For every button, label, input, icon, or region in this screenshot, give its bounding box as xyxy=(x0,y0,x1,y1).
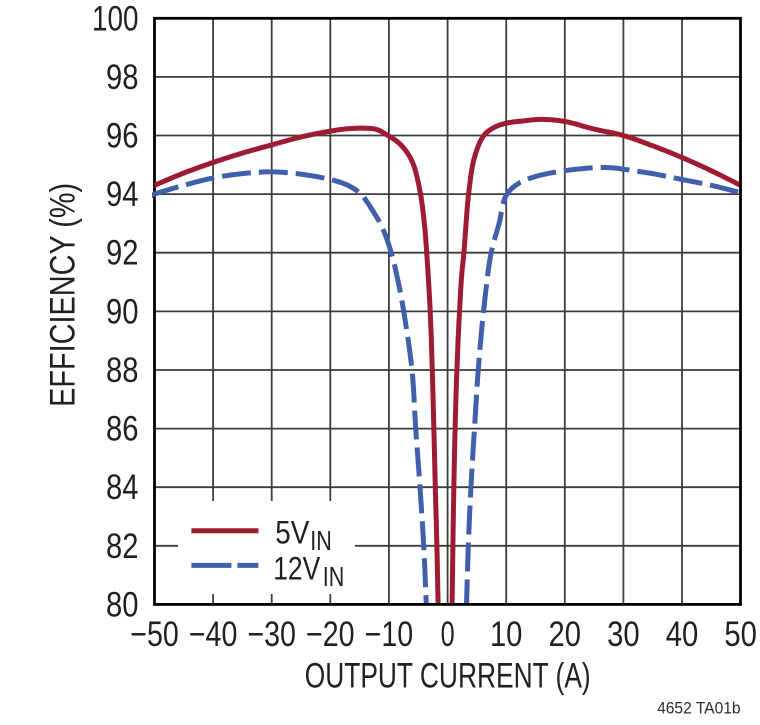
svg-text:10: 10 xyxy=(490,615,523,654)
svg-text:−50: −50 xyxy=(130,615,179,654)
svg-text:0: 0 xyxy=(441,615,455,654)
svg-text:30: 30 xyxy=(607,615,640,654)
svg-text:EFFICIENCY (%): EFFICIENCY (%) xyxy=(44,183,83,407)
svg-text:OUTPUT CURRENT (A): OUTPUT CURRENT (A) xyxy=(305,657,591,696)
svg-text:94: 94 xyxy=(106,175,139,214)
svg-text:12V: 12V xyxy=(273,550,320,586)
svg-text:80: 80 xyxy=(106,585,139,624)
svg-text:84: 84 xyxy=(106,468,139,507)
svg-text:98: 98 xyxy=(106,58,139,97)
svg-text:82: 82 xyxy=(106,527,139,566)
svg-text:IN: IN xyxy=(323,561,345,592)
svg-text:88: 88 xyxy=(106,351,139,390)
svg-text:−20: −20 xyxy=(306,615,355,654)
svg-text:96: 96 xyxy=(106,117,139,156)
svg-text:50: 50 xyxy=(724,615,757,654)
svg-text:−40: −40 xyxy=(189,615,238,654)
svg-text:100: 100 xyxy=(92,0,139,38)
svg-text:−10: −10 xyxy=(365,615,414,654)
svg-text:86: 86 xyxy=(106,410,139,449)
svg-text:90: 90 xyxy=(106,292,139,331)
svg-text:40: 40 xyxy=(666,615,699,654)
svg-text:IN: IN xyxy=(310,525,332,556)
svg-text:5V: 5V xyxy=(275,515,309,551)
svg-text:92: 92 xyxy=(106,234,139,273)
svg-text:20: 20 xyxy=(549,615,582,654)
svg-text:4652 TA01b: 4652 TA01b xyxy=(657,700,741,718)
svg-text:−30: −30 xyxy=(247,615,296,654)
